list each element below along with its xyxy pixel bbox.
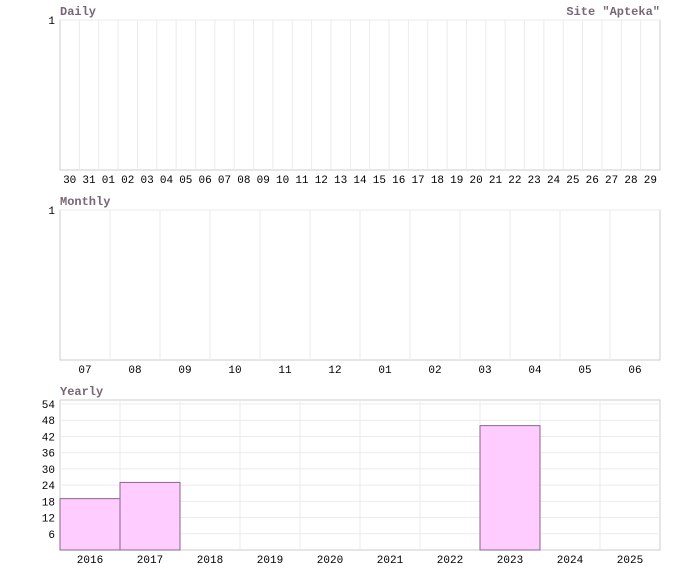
chart-title: Daily [60, 5, 96, 19]
x-tick-label: 12 [315, 175, 328, 187]
x-tick-label: 27 [605, 175, 618, 187]
x-tick-label: 02 [428, 365, 441, 377]
site-title: Site "Apteka" [566, 5, 660, 19]
y-tick-label: 30 [42, 465, 55, 477]
bar [119, 481, 181, 551]
y-tick-label: 36 [42, 449, 55, 461]
x-tick-label: 24 [547, 175, 561, 187]
x-tick-label: 21 [489, 175, 503, 187]
x-tick-label: 03 [478, 365, 491, 377]
x-tick-label: 02 [121, 175, 134, 187]
x-tick-label: 2020 [317, 555, 343, 567]
x-tick-label: 2022 [437, 555, 463, 567]
chart-title: Monthly [60, 195, 110, 209]
x-tick-label: 31 [82, 175, 96, 187]
x-tick-label: 11 [295, 175, 309, 187]
x-tick-label: 09 [257, 175, 270, 187]
x-tick-label: 11 [278, 365, 292, 377]
bar [59, 498, 121, 551]
y-tick-label: 18 [42, 497, 55, 509]
x-tick-label: 10 [276, 175, 289, 187]
x-tick-label: 03 [140, 175, 153, 187]
x-tick-label: 19 [450, 175, 463, 187]
x-tick-label: 26 [586, 175, 599, 187]
x-tick-label: 14 [353, 175, 367, 187]
x-tick-label: 13 [334, 175, 347, 187]
y-tick-label: 42 [42, 432, 55, 444]
plot-frame [59, 19, 661, 171]
x-tick-label: 18 [431, 175, 444, 187]
x-tick-label: 2023 [497, 555, 523, 567]
x-tick-label: 17 [411, 175, 424, 187]
x-tick-label: 2021 [377, 555, 404, 567]
x-tick-label: 01 [102, 175, 116, 187]
bar [479, 425, 541, 551]
x-tick-label: 2018 [197, 555, 223, 567]
x-tick-label: 05 [179, 175, 192, 187]
x-tick-label: 04 [528, 365, 542, 377]
x-tick-label: 06 [628, 365, 641, 377]
x-tick-label: 04 [160, 175, 174, 187]
x-tick-label: 05 [578, 365, 591, 377]
x-tick-label: 16 [392, 175, 405, 187]
y-tick-label: 6 [48, 530, 55, 542]
y-tick-label: 54 [42, 400, 56, 412]
y-tick-label: 48 [42, 416, 55, 428]
x-tick-label: 12 [328, 365, 341, 377]
x-tick-label: 2019 [257, 555, 283, 567]
x-tick-label: 01 [378, 365, 392, 377]
x-tick-label: 28 [624, 175, 637, 187]
x-tick-label: 08 [128, 365, 141, 377]
x-tick-label: 2016 [77, 555, 103, 567]
x-tick-label: 22 [508, 175, 521, 187]
x-tick-label: 25 [566, 175, 579, 187]
x-tick-label: 10 [228, 365, 241, 377]
x-tick-label: 2024 [557, 555, 584, 567]
x-tick-label: 07 [78, 365, 91, 377]
x-tick-label: 07 [218, 175, 231, 187]
chart-title: Yearly [60, 385, 103, 399]
y-tick-label: 1 [48, 206, 55, 218]
x-tick-label: 30 [63, 175, 76, 187]
x-tick-label: 29 [644, 175, 657, 187]
x-tick-label: 09 [178, 365, 191, 377]
x-tick-label: 15 [373, 175, 386, 187]
x-tick-label: 2017 [137, 555, 163, 567]
y-tick-label: 24 [42, 481, 56, 493]
y-tick-label: 12 [42, 514, 55, 526]
x-tick-label: 06 [199, 175, 212, 187]
x-tick-label: 23 [528, 175, 541, 187]
x-tick-label: 2025 [617, 555, 643, 567]
y-tick-label: 1 [48, 16, 55, 28]
x-tick-label: 20 [470, 175, 483, 187]
x-tick-label: 08 [237, 175, 250, 187]
